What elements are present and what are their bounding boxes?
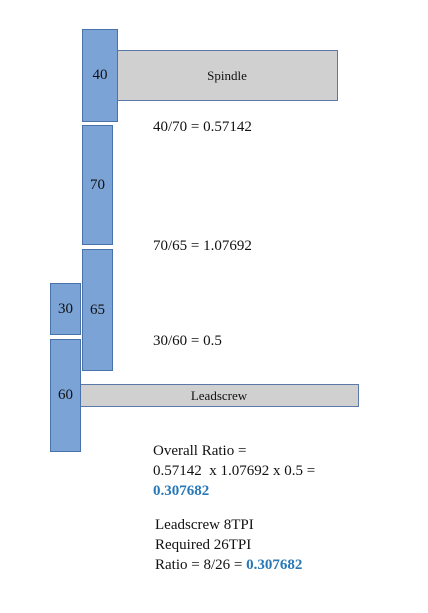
leadscrew-tpi: Leadscrew 8TPI [155, 517, 254, 533]
overall-ratio-heading: Overall Ratio = [153, 443, 247, 459]
gear-60: 60 [50, 339, 81, 452]
gear-40-label: 40 [92, 67, 108, 83]
ratio-70-65: 70/65 = 1.07692 [153, 238, 252, 254]
gear-30: 30 [50, 283, 81, 335]
gear-70: 70 [82, 125, 113, 245]
gear-40: 40 [82, 29, 118, 122]
gear-65-label: 65 [90, 301, 105, 318]
gear-60-label: 60 [58, 387, 73, 403]
leadscrew-shaft: Leadscrew [79, 384, 359, 407]
gear-30-label: 30 [58, 300, 73, 317]
gear-70-label: 70 [90, 176, 105, 193]
spindle-shaft: Spindle [116, 50, 338, 101]
ratio-30-60: 30/60 = 0.5 [153, 333, 222, 349]
gear-65: 65 [82, 249, 113, 371]
ratio-40-70: 40/70 = 0.57142 [153, 119, 252, 135]
spindle-label: Spindle [207, 67, 247, 83]
overall-ratio-result: 0.307682 [153, 483, 210, 499]
overall-ratio-formula: 0.57142 x 1.07692 x 0.5 = [153, 463, 316, 479]
leadscrew-label: Leadscrew [190, 387, 248, 403]
target-ratio-prefix: Ratio = 8/26 = [155, 557, 247, 573]
target-ratio-result: 0.307682 [246, 557, 303, 573]
target-ratio-line: Ratio = 8/26 = 0.307682 [155, 555, 302, 575]
required-tpi: Required 26TPI [155, 537, 252, 553]
